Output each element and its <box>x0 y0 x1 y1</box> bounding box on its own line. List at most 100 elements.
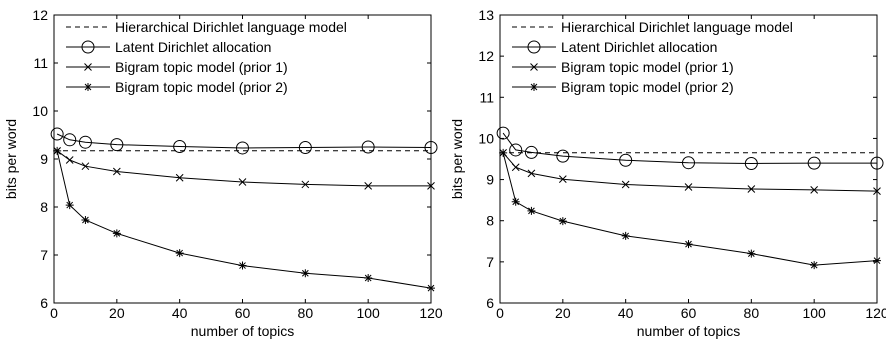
x-marker <box>84 63 92 71</box>
y-tick-label: 8 <box>40 199 48 215</box>
y-tick-label: 9 <box>486 172 494 188</box>
x-marker <box>621 180 630 189</box>
y-tick-label: 7 <box>40 247 48 263</box>
y-tick-label: 7 <box>486 254 494 270</box>
y-tick-label: 10 <box>478 130 494 146</box>
x-marker <box>65 156 74 164</box>
circle-marker <box>807 156 821 170</box>
x-axis-label: number of topics <box>191 323 295 339</box>
star-marker <box>621 231 630 240</box>
x-tick-label: 100 <box>356 305 380 321</box>
y-tick-label: 11 <box>479 89 494 105</box>
series-2 <box>50 127 438 155</box>
x-tick-label: 120 <box>865 305 886 321</box>
y-axis-label: bits per word <box>449 119 465 199</box>
star-marker <box>747 249 756 258</box>
x-tick-label: 0 <box>496 305 504 321</box>
x-tick-label: 120 <box>419 305 443 321</box>
y-tick-label: 13 <box>478 7 494 23</box>
circle-marker <box>298 140 312 154</box>
star-marker <box>873 256 881 265</box>
legend-label: Latent Dirichlet allocation <box>115 39 271 55</box>
legend-label: Bigram topic model (prior 2) <box>115 79 288 95</box>
circle-marker <box>744 157 758 171</box>
star-marker <box>112 229 121 238</box>
y-tick-label: 6 <box>486 295 494 311</box>
x-marker <box>175 173 184 182</box>
legend-label: Bigram topic model (prior 2) <box>561 79 734 95</box>
series-line <box>502 152 878 266</box>
legend-label: Bigram topic model (prior 1) <box>561 59 734 75</box>
legend-label: Hierarchical Dirichlet language model <box>115 19 347 35</box>
star-marker <box>238 261 247 270</box>
circle-marker <box>63 133 77 147</box>
star-marker <box>53 146 62 155</box>
circle-marker <box>682 156 695 170</box>
x-marker <box>301 180 310 189</box>
star-marker <box>427 284 435 293</box>
circle-marker <box>236 141 249 155</box>
series-2 <box>496 126 884 171</box>
star-marker <box>499 148 508 157</box>
circle-marker <box>556 149 570 163</box>
star-marker <box>511 197 520 206</box>
circle-marker <box>424 140 438 154</box>
x-tick-label: 80 <box>298 305 314 321</box>
x-tick-label: 40 <box>618 305 634 321</box>
y-tick-label: 9 <box>40 151 48 167</box>
legend-label: Hierarchical Dirichlet language model <box>561 19 793 35</box>
series-line <box>56 133 432 149</box>
x-tick-label: 0 <box>50 305 58 321</box>
x-tick-label: 20 <box>109 305 125 321</box>
circle-marker <box>50 127 64 141</box>
series-3 <box>53 146 435 190</box>
y-axis-label: bits per word <box>3 119 19 199</box>
y-tick-label: 8 <box>486 213 494 229</box>
x-marker <box>747 185 756 193</box>
x-marker <box>558 175 567 184</box>
star-marker <box>527 206 536 215</box>
y-tick-label: 11 <box>33 55 48 71</box>
circle-marker <box>524 145 538 159</box>
x-marker <box>810 186 819 194</box>
x-tick-label: 40 <box>172 305 188 321</box>
circle-marker <box>81 40 95 54</box>
circle-marker <box>78 135 92 149</box>
star-marker <box>558 217 567 226</box>
circle-marker <box>509 143 523 157</box>
circle-marker <box>496 126 510 140</box>
star-marker <box>530 83 538 91</box>
x-marker <box>527 169 536 178</box>
star-marker <box>84 83 92 91</box>
circle-marker <box>619 153 633 167</box>
x-tick-label: 60 <box>681 305 697 321</box>
circle-marker <box>870 156 884 170</box>
star-marker <box>684 240 693 249</box>
y-tick-label: 12 <box>478 48 494 64</box>
x-tick-label: 60 <box>235 305 251 321</box>
series-4 <box>53 146 435 293</box>
x-tick-label: 20 <box>555 305 571 321</box>
circle-marker <box>527 40 541 54</box>
series-4 <box>499 148 881 270</box>
legend: Hierarchical Dirichlet language model Lat… <box>512 19 793 95</box>
series-3 <box>499 148 881 195</box>
legend-label: Bigram topic model (prior 1) <box>115 59 288 75</box>
legend-label: Latent Dirichlet allocation <box>561 39 717 55</box>
x-marker <box>873 187 881 195</box>
x-marker <box>238 178 247 186</box>
circle-marker <box>173 140 187 154</box>
x-axis-label: number of topics <box>637 323 741 339</box>
y-tick-label: 12 <box>32 7 48 23</box>
x-marker <box>684 183 693 191</box>
x-marker <box>530 63 538 71</box>
x-tick-label: 80 <box>744 305 760 321</box>
star-marker <box>301 269 310 278</box>
star-marker <box>65 201 74 210</box>
x-marker <box>364 182 373 190</box>
y-tick-label: 10 <box>32 103 48 119</box>
x-marker <box>112 167 121 176</box>
x-marker <box>511 163 520 172</box>
y-tick-label: 6 <box>40 295 48 311</box>
